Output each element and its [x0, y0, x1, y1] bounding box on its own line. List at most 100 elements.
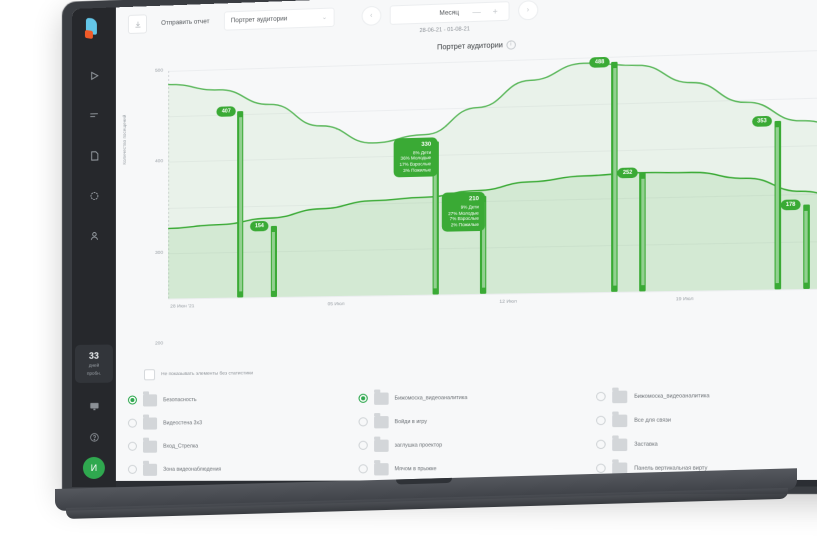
list-item[interactable]: Бижомоска_видеоаналитика	[596, 383, 817, 409]
send-report-label[interactable]: Отправить отчет	[161, 18, 210, 27]
list-column: Безопасность Видеостена 3x3 Вход_Стрелка Зо…	[127, 387, 358, 487]
chevron-down-icon: ⌄	[321, 13, 328, 22]
laptop-screen: 33 дней пробн. И	[72, 0, 817, 487]
download-icon[interactable]	[127, 14, 148, 35]
list-item-label: Бижомоска_видеоаналитика	[634, 392, 710, 400]
chart-bar[interactable]	[237, 111, 244, 298]
chart-value-badge[interactable]: 407	[216, 106, 236, 117]
chart-value-badge[interactable]: 353	[751, 116, 773, 128]
series-area	[168, 54, 817, 299]
trial-days-count: 33	[88, 350, 99, 361]
chart-tooltip[interactable]: 210 9% Дети 27% Молодые 7% Взрослые 2% Пожил…	[441, 191, 486, 233]
list-item-label: Все для связи	[634, 416, 672, 424]
chart-area: Количество посещений 0100200300400500407…	[116, 45, 817, 438]
info-icon[interactable]: i	[506, 40, 516, 50]
list-item-radio[interactable]	[358, 393, 368, 403]
list-item[interactable]: Зона видеонаблюдения	[127, 457, 358, 481]
list-item-radio[interactable]	[596, 391, 607, 402]
list-item-radio[interactable]	[127, 464, 137, 474]
sidebar-item-document[interactable]	[81, 142, 107, 169]
list-item[interactable]: заглушка проектор	[358, 432, 596, 457]
tooltip-row: 2% Пожилые	[450, 221, 479, 228]
folder-icon	[142, 440, 158, 453]
report-type-value: Портрет аудитории	[230, 15, 288, 25]
period-decrease-button[interactable]: —	[472, 7, 481, 17]
chart-tooltip[interactable]: 330 8% Дети 36% Молодые 17% Взрослые 3% Пожи…	[393, 137, 438, 178]
chart-value-badge[interactable]: 178	[780, 198, 801, 210]
list-item-label: Мячом в прыжке	[394, 465, 437, 472]
folder-icon	[142, 416, 158, 430]
x-axis-tick: 28 Июн '21	[170, 304, 195, 310]
prev-period-button[interactable]: ‹	[361, 5, 382, 26]
chart-value-badge[interactable]: 252	[617, 167, 638, 179]
list-item-label: Вход_Стрелка	[163, 442, 199, 450]
folder-icon	[142, 393, 158, 407]
list-item-radio[interactable]	[358, 464, 368, 474]
list-item-label: заглушка проектор	[394, 441, 443, 449]
element-list: Не показывать элементы без статистики Бе…	[115, 355, 817, 487]
list-column: Бижомоска_видеоаналитика Войди в игру загл…	[358, 385, 596, 487]
chart-value-badge[interactable]: 488	[589, 57, 610, 69]
list-item-radio[interactable]	[596, 415, 607, 426]
main-content: Отправить отчет Портрет аудитории ⌄ ‹ Ме…	[115, 0, 817, 487]
list-item-label: Заставка	[634, 441, 658, 448]
tooltip-value: 330	[421, 141, 432, 148]
list-item-radio[interactable]	[127, 395, 137, 405]
list-item-label: Бижомоска_видеоаналитика	[394, 394, 468, 402]
period-value: Месяц	[439, 9, 460, 18]
chart-bar[interactable]	[611, 62, 618, 292]
folder-icon	[373, 439, 389, 452]
app-sidebar: 33 дней пробн. И	[72, 7, 116, 487]
list-item-radio[interactable]	[358, 417, 368, 427]
avatar[interactable]: И	[82, 456, 105, 479]
toolbar: Отправить отчет Портрет аудитории ⌄ ‹ Ме…	[116, 0, 817, 36]
x-axis-tick: 05 Июл	[327, 302, 345, 308]
chart-bar[interactable]	[639, 172, 646, 292]
next-period-button[interactable]: ›	[517, 0, 539, 21]
logo-icon[interactable]	[84, 17, 104, 41]
list-item-radio[interactable]	[596, 463, 607, 473]
list-item-radio[interactable]	[127, 441, 137, 451]
folder-icon	[373, 391, 389, 405]
sidebar-item-play[interactable]	[81, 62, 107, 89]
hide-empty-label: Не показывать элементы без статистики	[161, 371, 253, 378]
chart-value-badge[interactable]: 154	[249, 221, 269, 232]
tooltip-value: 210	[469, 196, 479, 203]
sidebar-item-analytics[interactable]	[81, 182, 107, 209]
list-item[interactable]: Вход_Стрелка	[127, 434, 358, 458]
sidebar-item-person[interactable]	[81, 222, 107, 249]
period-increase-button[interactable]: +	[492, 6, 498, 17]
trial-badge[interactable]: 33 дней пробн.	[74, 344, 113, 383]
list-item-radio[interactable]	[596, 439, 607, 450]
report-type-select[interactable]: Портрет аудитории ⌄	[223, 7, 335, 31]
list-item-label: Видеостена 3x3	[163, 419, 203, 426]
monitor-icon[interactable]	[83, 395, 105, 417]
folder-icon	[373, 415, 389, 428]
chart-series	[168, 49, 817, 299]
list-item[interactable]: Все для связи	[596, 407, 817, 433]
list-item-radio[interactable]	[358, 440, 368, 450]
x-axis-tick: 19 Июл	[675, 296, 694, 303]
trial-label-line2: пробн.	[86, 370, 101, 376]
chart-bar[interactable]	[802, 203, 810, 290]
list-item-radio[interactable]	[127, 418, 137, 428]
list-item[interactable]: Безопасность	[127, 387, 358, 412]
chart-bar[interactable]	[270, 226, 277, 297]
hide-empty-checkbox[interactable]	[143, 369, 156, 381]
help-icon[interactable]	[83, 426, 105, 448]
folder-icon	[373, 462, 389, 475]
x-axis-tick: 12 Июл	[499, 299, 517, 305]
list-item[interactable]: Бижомоска_видеоаналитика	[358, 385, 596, 410]
series-area	[168, 167, 817, 299]
sidebar-item-list[interactable]	[81, 102, 107, 129]
list-item[interactable]: Заставка	[596, 431, 817, 456]
list-item[interactable]: Видеостена 3x3	[127, 410, 358, 435]
list-item[interactable]: Войди в игру	[358, 409, 596, 434]
list-item-label: Безопасность	[163, 396, 197, 403]
period-selector[interactable]: Месяц — +	[389, 1, 510, 25]
trial-label-line1: дней	[88, 362, 100, 368]
y-axis-tick: 300	[155, 250, 164, 256]
tooltip-row: 3% Пожилые	[403, 166, 432, 173]
